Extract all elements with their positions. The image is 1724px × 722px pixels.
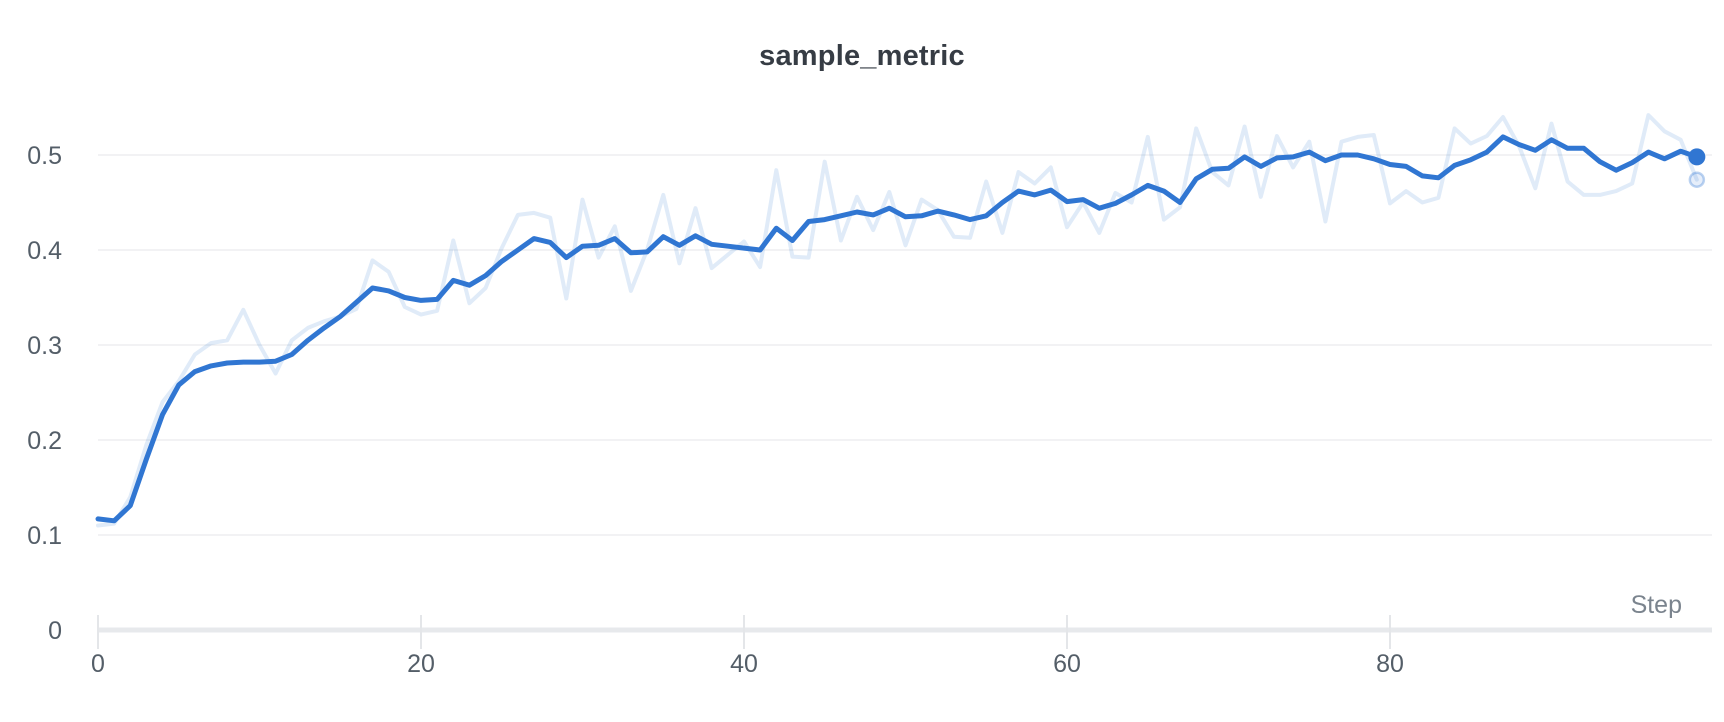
y-tick-label: 0.5 [27,142,62,170]
smoothed-endpoint-dot-marker [1688,148,1706,166]
raw-series-line [96,113,1699,528]
smoothed-series-line [95,134,1700,524]
x-tick-label: 20 [407,650,435,678]
x-tick-label: 40 [730,650,758,678]
x-tick-label: 80 [1376,650,1404,678]
x-tick-label: 0 [91,650,105,678]
y-tick-label: 0.3 [27,332,62,360]
x-axis-label: Step [1630,591,1682,619]
raw-endpoint-ring-marker [1688,171,1706,188]
x-tick-label: 60 [1053,650,1081,678]
y-tick-label: 0.2 [27,427,62,455]
y-tick-label: 0.4 [27,237,62,265]
y-tick-label: 0 [48,617,62,645]
x-axis-line [98,627,1712,633]
chart-title: sample_metric [759,40,965,72]
y-tick-label: 0.1 [27,522,62,550]
